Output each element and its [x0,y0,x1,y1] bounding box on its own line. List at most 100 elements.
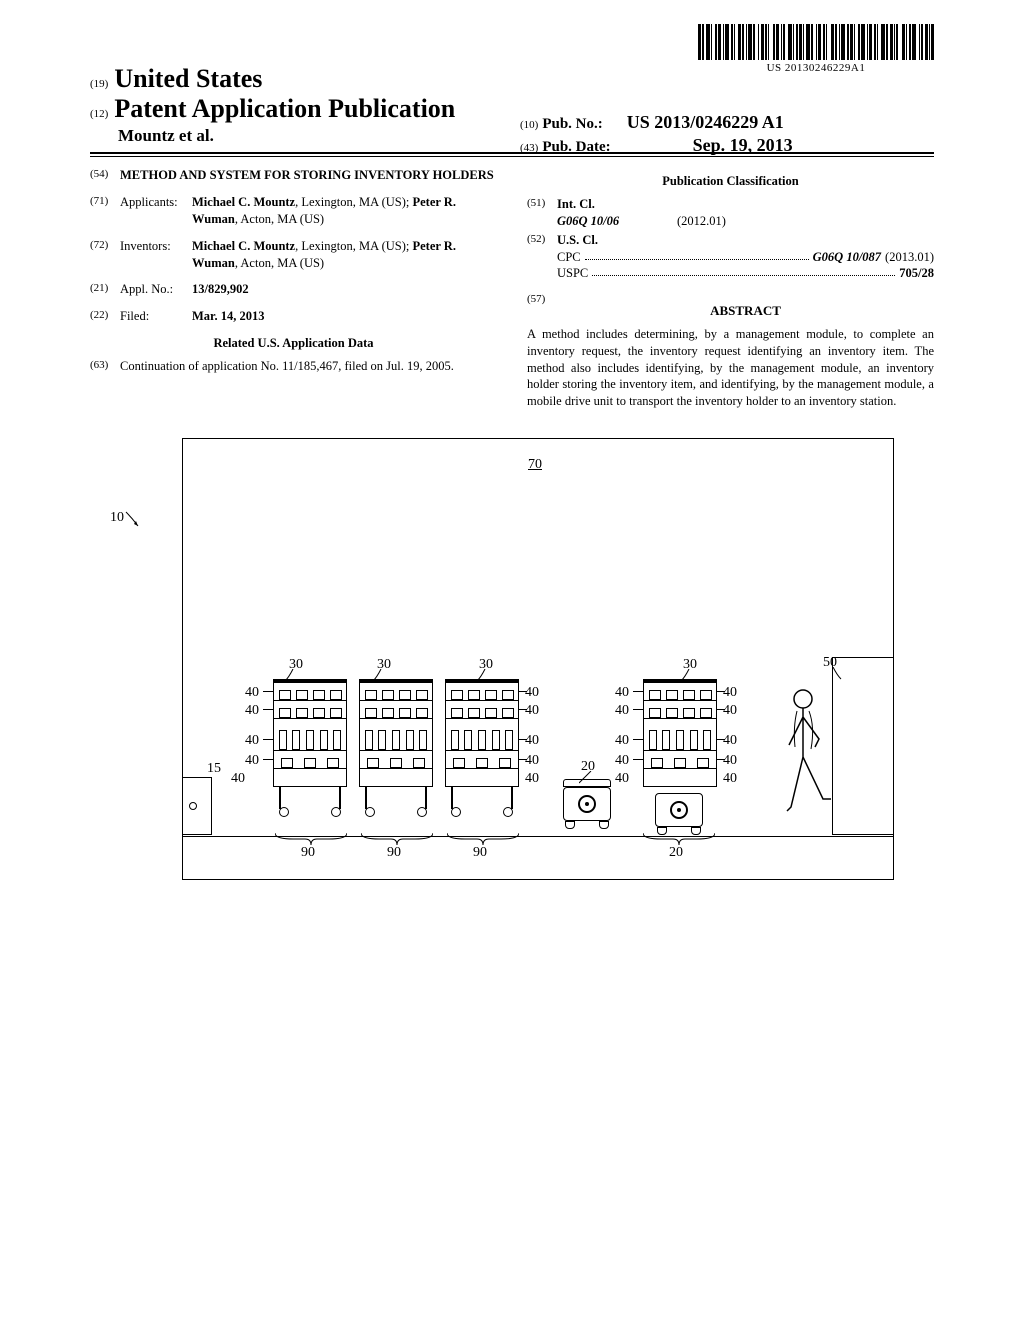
ref-40-s4r5: 40 [723,771,737,787]
robot-1 [563,779,611,829]
dots [585,249,809,260]
ref-40-s4l3: 40 [615,733,629,749]
dots [592,265,895,276]
applicants: Michael C. Mountz, Lexington, MA (US); P… [192,194,497,228]
robot-2 [655,793,703,835]
continuation-text: Continuation of application No. 11/185,4… [120,358,497,375]
field-63: (63) Continuation of application No. 11/… [90,358,497,375]
ref-90c: 90 [473,845,487,861]
barcode [698,24,934,60]
num-71: (71) [90,194,120,228]
ref-40-l1: 40 [245,685,259,701]
header: (19) United States (12) Patent Applicati… [90,64,934,146]
num-22: (22) [90,308,120,325]
label-applicants: Applicants: [120,194,192,228]
intcl-label: Int. Cl. [557,196,934,213]
figure-frame: 70 [182,438,894,880]
code-19: (19) [90,78,108,90]
uscl-label: U.S. Cl. [557,232,934,249]
label-applno: Appl. No.: [120,281,192,298]
intcl-date: (2012.01) [677,213,726,230]
invention-title: METHOD AND SYSTEM FOR STORING INVENTORY … [120,167,497,184]
abstract-heading: ABSTRACT [557,302,934,320]
num-63: (63) [90,358,120,375]
field-57: (57) ABSTRACT [527,292,934,326]
shelf-4 [643,679,717,787]
num-52: (52) [527,232,557,283]
classification-heading: Publication Classification [527,173,934,190]
ref-10: 10 [110,510,144,530]
num-54: (54) [90,167,120,184]
pub-date: Sep. 19, 2013 [693,135,793,156]
biblio-columns: (54) METHOD AND SYSTEM FOR STORING INVEN… [90,167,934,410]
field-22: (22) Filed: Mar. 14, 2013 [90,308,497,325]
shelf-1 [273,679,347,817]
num-57: (57) [527,292,557,326]
ref-40-s4l2: 40 [615,703,629,719]
figure-area: 10 70 [90,438,934,928]
field-52: (52) U.S. Cl. CPC G06Q 10/087 (2013.01) … [527,232,934,283]
ref-20b: 20 [669,845,683,861]
cpc-value: G06Q 10/087 [813,249,881,266]
ref-40-r2: 40 [525,703,539,719]
abstract-text: A method includes determining, by a mana… [527,326,934,410]
code-43: (43) [520,142,538,154]
label-filed: Filed: [120,308,192,325]
intcl-code: G06Q 10/06 [557,213,677,230]
country: United States [114,64,262,94]
barcode-number: US 20130246229A1 [698,62,934,74]
pub-number: US 2013/0246229 A1 [627,112,784,133]
ref-40-l5: 40 [231,771,245,787]
shelf-3 [445,679,519,817]
pubdate-label: Pub. Date: [542,139,610,156]
left-column: (54) METHOD AND SYSTEM FOR STORING INVEN… [90,167,497,410]
code-10: (10) [520,119,538,131]
ref-40-s4l1: 40 [615,685,629,701]
uspc-value: 705/28 [899,265,934,282]
ref-40-s4l5: 40 [615,771,629,787]
ref-40-l2: 40 [245,703,259,719]
field-54: (54) METHOD AND SYSTEM FOR STORING INVEN… [90,167,497,184]
num-21: (21) [90,281,120,298]
inventors: Michael C. Mountz, Lexington, MA (US); P… [192,238,497,272]
ref-15: 15 [207,761,221,777]
ref-40-l4: 40 [245,753,259,769]
ref-40-r1: 40 [525,685,539,701]
rule-thick [90,152,934,154]
ref-40-s4r3: 40 [723,733,737,749]
filed-date: Mar. 14, 2013 [192,308,497,325]
label-inventors: Inventors: [120,238,192,272]
cpc-date: (2013.01) [885,249,934,266]
field-72: (72) Inventors: Michael C. Mountz, Lexin… [90,238,497,272]
field-71: (71) Applicants: Michael C. Mountz, Lexi… [90,194,497,228]
shelf-2 [359,679,433,817]
door-50 [832,657,893,835]
num-72: (72) [90,238,120,272]
ref-40-s4r1: 40 [723,685,737,701]
pubno-label: Pub. No.: [542,116,602,133]
person-icon [781,687,841,827]
ref-40-l3: 40 [245,733,259,749]
ref-90b: 90 [387,845,401,861]
code-12: (12) [90,108,108,120]
pub-info: (10) Pub. No.: US 2013/0246229 A1 (43) P… [520,112,793,158]
publication-type: Patent Application Publication [114,94,455,124]
field-51: (51) Int. Cl. G06Q 10/06 (2012.01) [527,196,934,230]
ref-40-s4r2: 40 [723,703,737,719]
field-21: (21) Appl. No.: 13/829,902 [90,281,497,298]
door-15 [183,777,212,835]
ref-70: 70 [528,457,542,473]
ref-40-r5: 40 [525,771,539,787]
num-51: (51) [527,196,557,230]
patent-page: US 20130246229A1 (19) United States (12)… [0,0,1024,1320]
cpc-label: CPC [557,249,581,266]
ref-40-r3: 40 [525,733,539,749]
appl-number: 13/829,902 [192,281,497,298]
ref-90a: 90 [301,845,315,861]
uspc-label: USPC [557,265,588,282]
barcode-block: US 20130246229A1 [698,24,934,74]
related-heading: Related U.S. Application Data [90,335,497,352]
ref-40-s4r4: 40 [723,753,737,769]
rule-thin [90,156,934,157]
ref-40-s4l4: 40 [615,753,629,769]
